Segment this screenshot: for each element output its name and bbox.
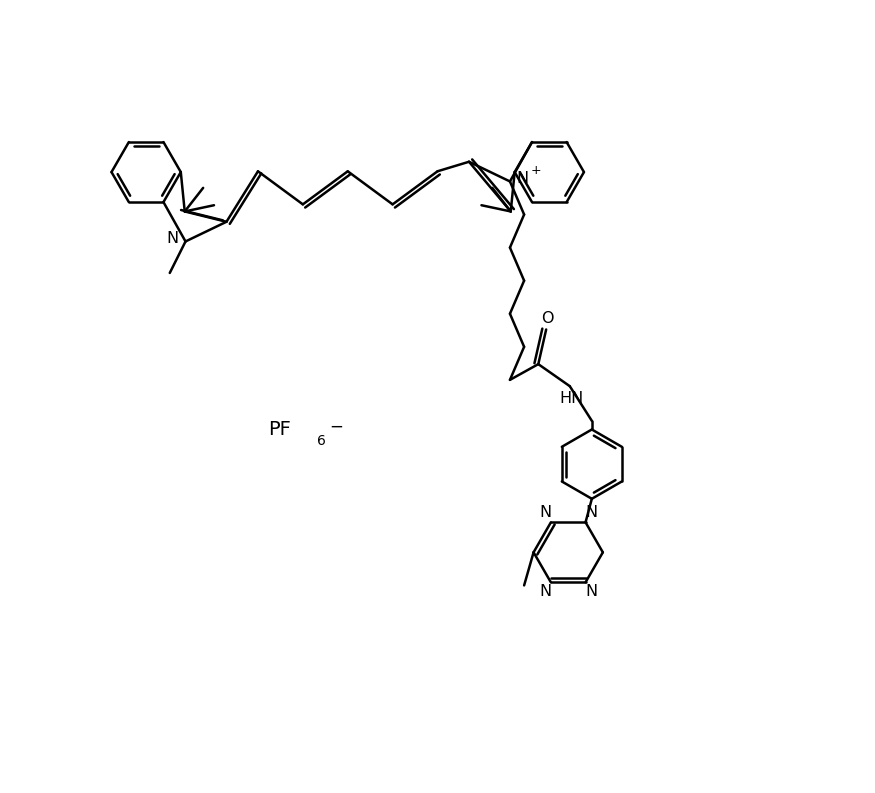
Text: 6: 6 xyxy=(317,434,326,447)
Text: PF: PF xyxy=(269,420,291,439)
Text: N: N xyxy=(167,231,179,246)
Text: N: N xyxy=(585,584,597,600)
Text: O: O xyxy=(542,311,554,326)
Text: −: − xyxy=(329,417,343,435)
Text: N: N xyxy=(539,584,551,600)
Text: N: N xyxy=(585,505,597,520)
Text: N: N xyxy=(539,505,551,520)
Text: HN: HN xyxy=(559,391,584,406)
Text: +: + xyxy=(530,164,542,177)
Text: N: N xyxy=(516,170,528,186)
